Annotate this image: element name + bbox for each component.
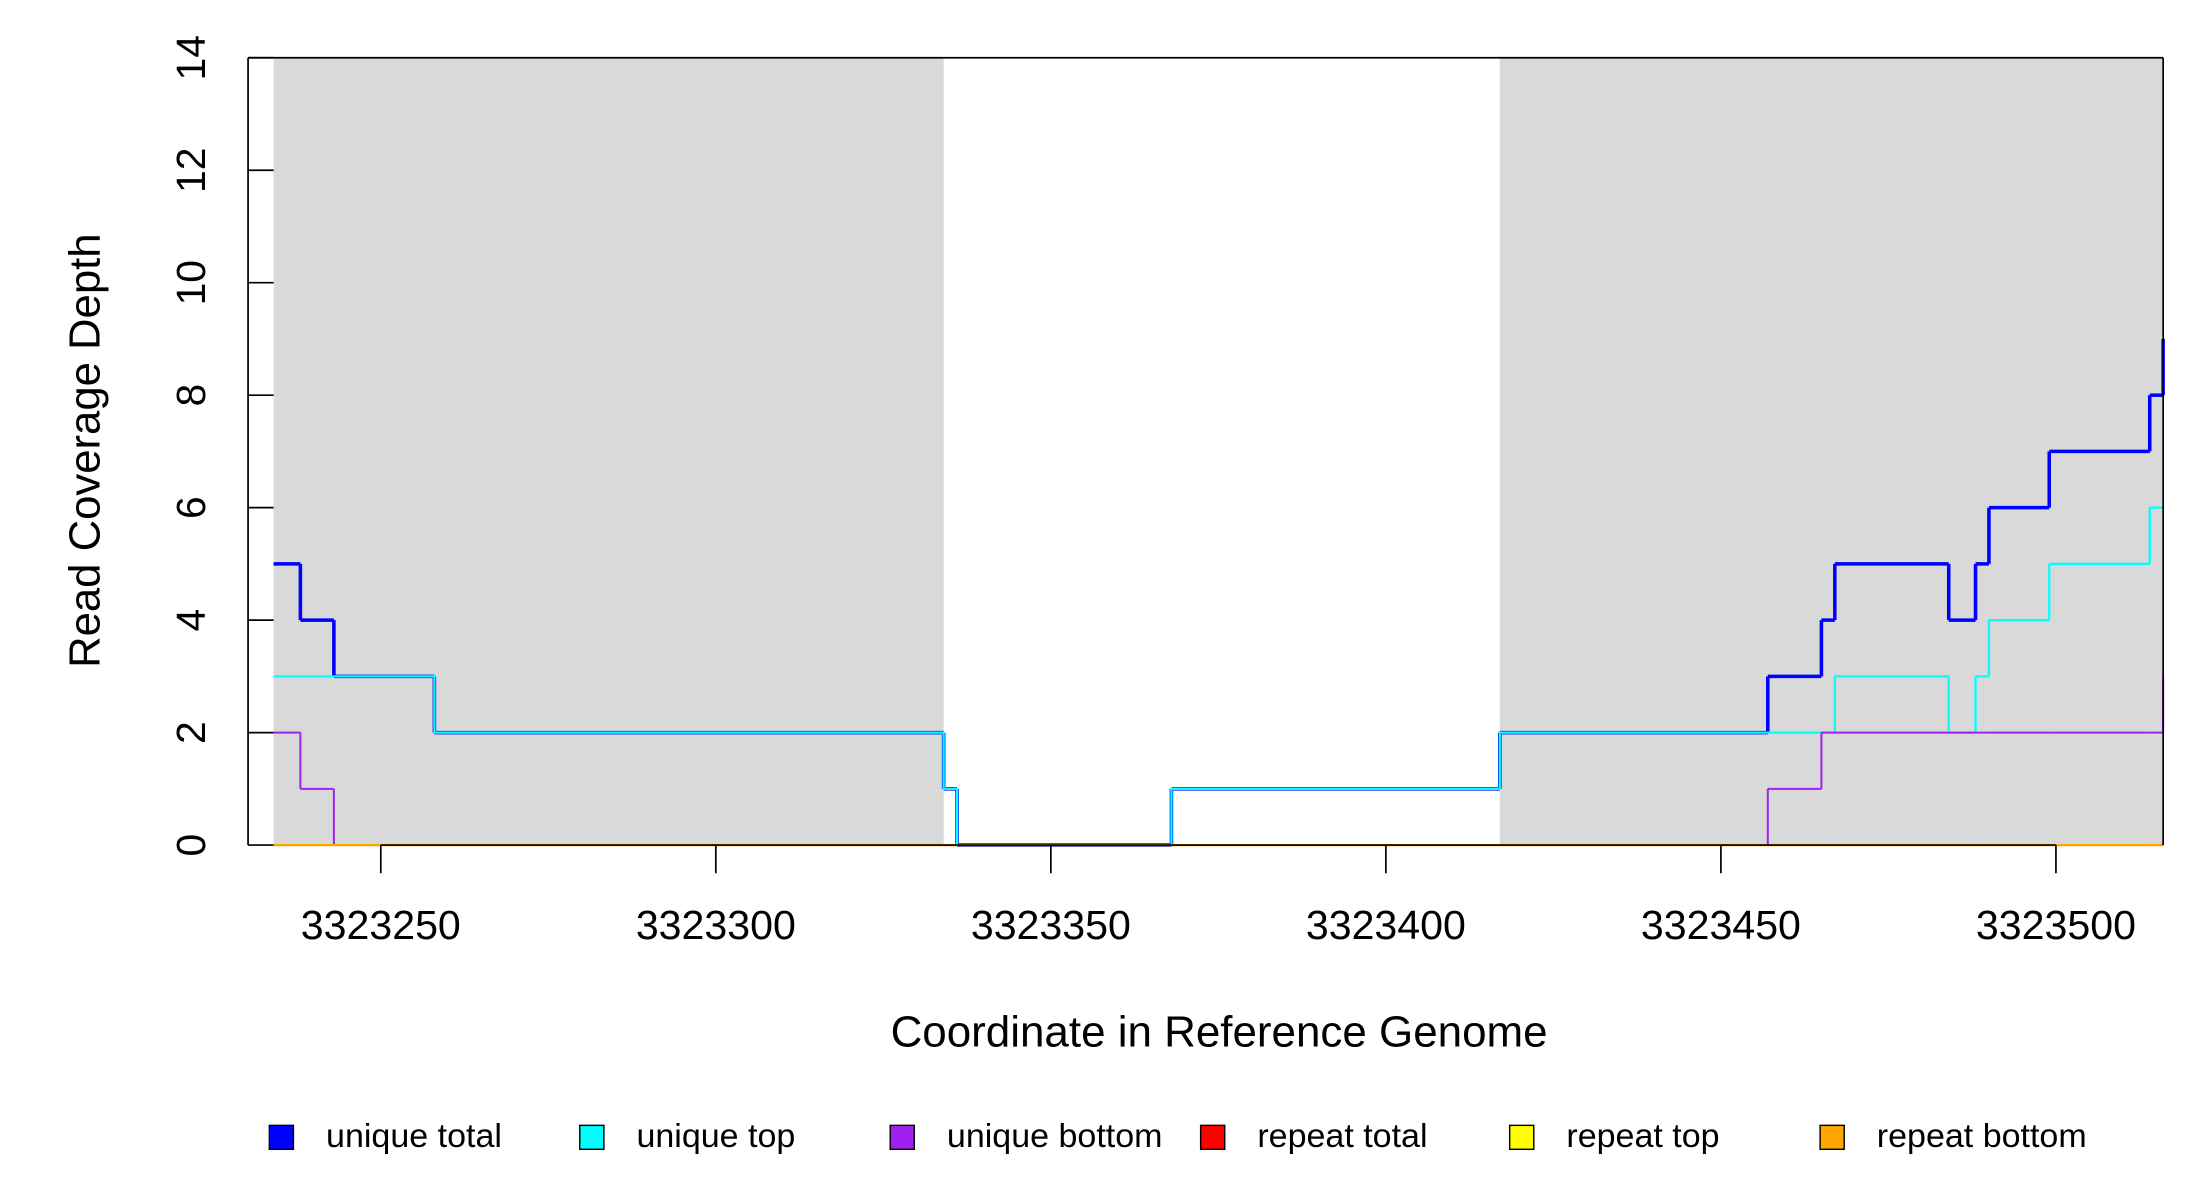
legend-label: repeat bottom <box>1877 1117 2087 1155</box>
y-tick-label: 4 <box>168 609 214 632</box>
x-tick-label: 3323350 <box>971 902 1131 948</box>
legend-label: repeat top <box>1566 1117 1719 1155</box>
series-line <box>273 506 2164 847</box>
x-tick-label: 3323300 <box>636 902 796 948</box>
legend-swatch <box>1508 1124 1535 1150</box>
legend-swatch <box>889 1124 916 1150</box>
x-tick-label: 3323450 <box>1641 902 1801 948</box>
y-tick-label: 10 <box>168 260 214 305</box>
x-tick-label: 3323500 <box>1976 902 2136 948</box>
y-tick-label: 6 <box>168 496 214 519</box>
y-tick-label: 0 <box>168 834 214 857</box>
axes-layer: 0 2 4 6 8 10 12 14 3323250 3323300 3323350 3323400 3… <box>168 35 2164 948</box>
legend-label: unique total <box>326 1117 502 1155</box>
legend-swatch <box>1199 1124 1226 1150</box>
x-tick-label: 3323250 <box>301 902 461 948</box>
legend-swatch <box>579 1124 605 1150</box>
y-tick-label: 14 <box>168 35 214 80</box>
legend-label: repeat total <box>1257 1117 1427 1155</box>
y-axis-title: Read Coverage Depth <box>60 233 109 667</box>
x-tick-label: 3323400 <box>1306 902 1466 948</box>
y-tick-label: 2 <box>168 721 214 744</box>
legend-swatch <box>268 1124 295 1150</box>
legend: unique total unique top unique bottom repea… <box>268 1117 2087 1155</box>
legend-swatch <box>1819 1124 1845 1150</box>
x-axis-title: Coordinate in Reference Genome <box>891 1008 1548 1057</box>
legend-label: unique bottom <box>947 1117 1163 1155</box>
shade-layer <box>273 57 2164 846</box>
y-tick-label: 12 <box>168 148 214 193</box>
shaded-region <box>273 57 944 846</box>
y-tick-label: 8 <box>168 384 214 407</box>
legend-label: unique top <box>636 1117 795 1155</box>
